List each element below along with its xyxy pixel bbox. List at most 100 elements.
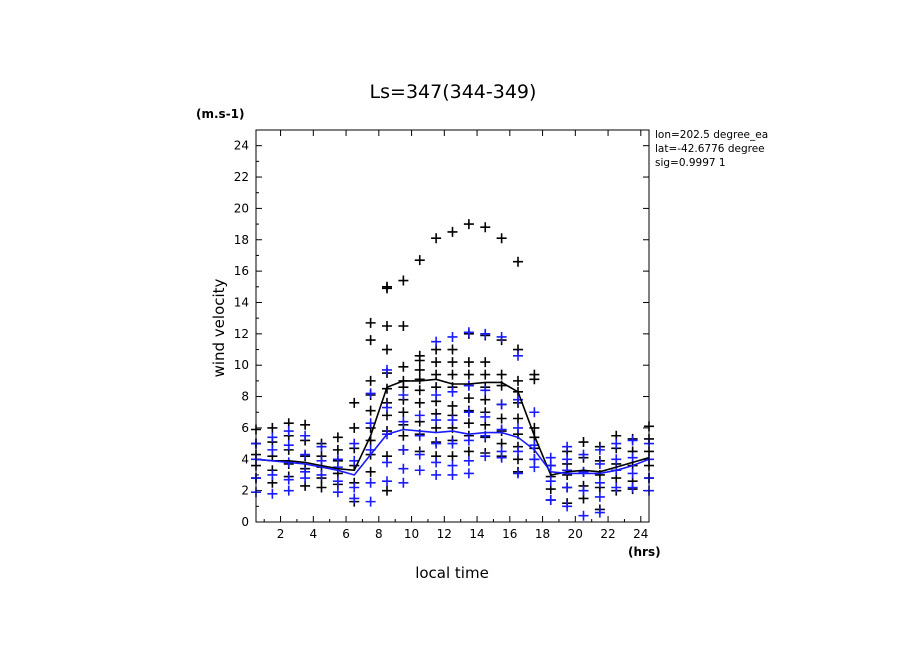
scatter-point xyxy=(365,388,376,399)
scatter-point xyxy=(529,407,540,418)
scatter-point xyxy=(480,451,491,462)
scatter-point xyxy=(267,469,278,480)
scatter-point xyxy=(447,357,458,368)
scatter-point xyxy=(300,473,311,484)
scatter-point xyxy=(398,407,409,418)
scatter-point xyxy=(332,432,343,443)
scatter-point xyxy=(283,426,294,437)
scatter-point xyxy=(463,455,474,466)
x-tick-label: 12 xyxy=(437,527,452,541)
scatter-point xyxy=(382,321,392,331)
scatter-point xyxy=(300,419,311,430)
scatter-point xyxy=(463,369,474,380)
x-axis-label: local time xyxy=(415,564,489,582)
scatter-point xyxy=(611,482,622,493)
scatter-point xyxy=(365,496,376,507)
scatter-point xyxy=(447,369,458,380)
scatter-point xyxy=(300,430,311,441)
scatter-point xyxy=(562,501,573,512)
x-tick-label: 8 xyxy=(375,527,383,541)
y-tick-label: 12 xyxy=(234,327,249,341)
scatter-point xyxy=(431,457,442,468)
scatter-point xyxy=(545,476,556,487)
mean-line xyxy=(255,378,650,476)
scatter-point xyxy=(447,469,458,480)
scatter-point xyxy=(447,226,458,237)
scatter-point xyxy=(463,357,474,368)
scatter-point xyxy=(267,432,278,443)
scatter-point xyxy=(431,469,442,480)
scatter-point xyxy=(414,255,425,266)
scatter-point xyxy=(480,222,491,233)
scatter-point xyxy=(594,458,605,469)
scatter-point xyxy=(349,422,360,433)
scatter-point xyxy=(382,283,392,294)
scatter-point xyxy=(578,485,589,496)
scatter-point xyxy=(496,399,507,410)
scatter-point xyxy=(349,455,360,466)
scatter-point xyxy=(283,474,294,485)
scatter-point xyxy=(267,488,278,499)
scatter-point xyxy=(480,385,491,396)
x-tick-label: 22 xyxy=(600,527,615,541)
scatter-point xyxy=(611,438,622,449)
x-tick-label: 6 xyxy=(342,527,350,541)
scatter-point xyxy=(627,482,638,493)
info-line-lon: lon=202.5 degree_ea xyxy=(655,129,768,141)
scatter-point xyxy=(431,233,442,244)
scatter-point xyxy=(365,418,376,429)
scatter-point xyxy=(447,460,458,471)
scatter-point xyxy=(513,446,523,457)
scatter-point xyxy=(594,507,605,518)
scatter-point xyxy=(398,463,409,474)
scatter-point xyxy=(447,451,458,462)
scatter-point xyxy=(332,476,343,487)
scatter-point xyxy=(431,438,442,449)
scatter-point xyxy=(463,435,474,446)
scatter-point xyxy=(283,485,294,496)
scatter-point xyxy=(513,422,523,433)
scatter-point xyxy=(480,411,491,422)
x-tick-label: 14 xyxy=(469,527,484,541)
scatter-point xyxy=(578,466,589,477)
chart-title: Ls=347(344-349) xyxy=(370,81,537,103)
scatter-point xyxy=(414,355,425,366)
scatter-point xyxy=(267,422,278,433)
scatter-point xyxy=(562,454,573,465)
info-line-lat: lat=-42.6776 degree xyxy=(655,143,765,155)
scatter-point xyxy=(578,449,589,460)
scatter-point xyxy=(594,444,605,455)
scatter-point xyxy=(398,275,409,286)
scatter-point xyxy=(365,466,376,477)
scatter-point xyxy=(562,482,573,493)
scatter-point xyxy=(447,386,458,397)
scatter-point xyxy=(611,454,622,465)
y-tick-label: 16 xyxy=(234,264,249,278)
scatter-point xyxy=(398,321,409,331)
scatter-point xyxy=(398,430,409,441)
y-tick-label: 20 xyxy=(234,201,249,215)
scatter-point xyxy=(414,374,425,385)
y-axis-label: wind velocity xyxy=(210,278,228,377)
scatter-point xyxy=(316,469,327,480)
scatter-point xyxy=(463,393,474,404)
x-unit-label: (hrs) xyxy=(628,545,661,559)
y-tick-label: 22 xyxy=(234,170,249,184)
scatter-point xyxy=(382,364,392,375)
scatter-point xyxy=(594,477,605,488)
scatter-point xyxy=(398,389,409,400)
scatter-point xyxy=(382,457,392,468)
scatter-point xyxy=(431,369,442,380)
scatter-point xyxy=(480,328,491,339)
scatter-point xyxy=(267,444,278,455)
scatter-point xyxy=(513,413,523,424)
y-tick-label: 2 xyxy=(241,484,249,498)
scatter-point xyxy=(332,444,343,455)
y-unit-label: (m.s-1) xyxy=(196,107,245,121)
scatter-point xyxy=(447,415,458,426)
plot-series xyxy=(251,219,654,521)
scatter-point xyxy=(414,449,425,460)
scatter-point xyxy=(283,440,294,451)
scatter-point xyxy=(627,452,638,463)
info-text: lon=202.5 degree_ea lat=-42.6776 degree … xyxy=(655,129,768,169)
